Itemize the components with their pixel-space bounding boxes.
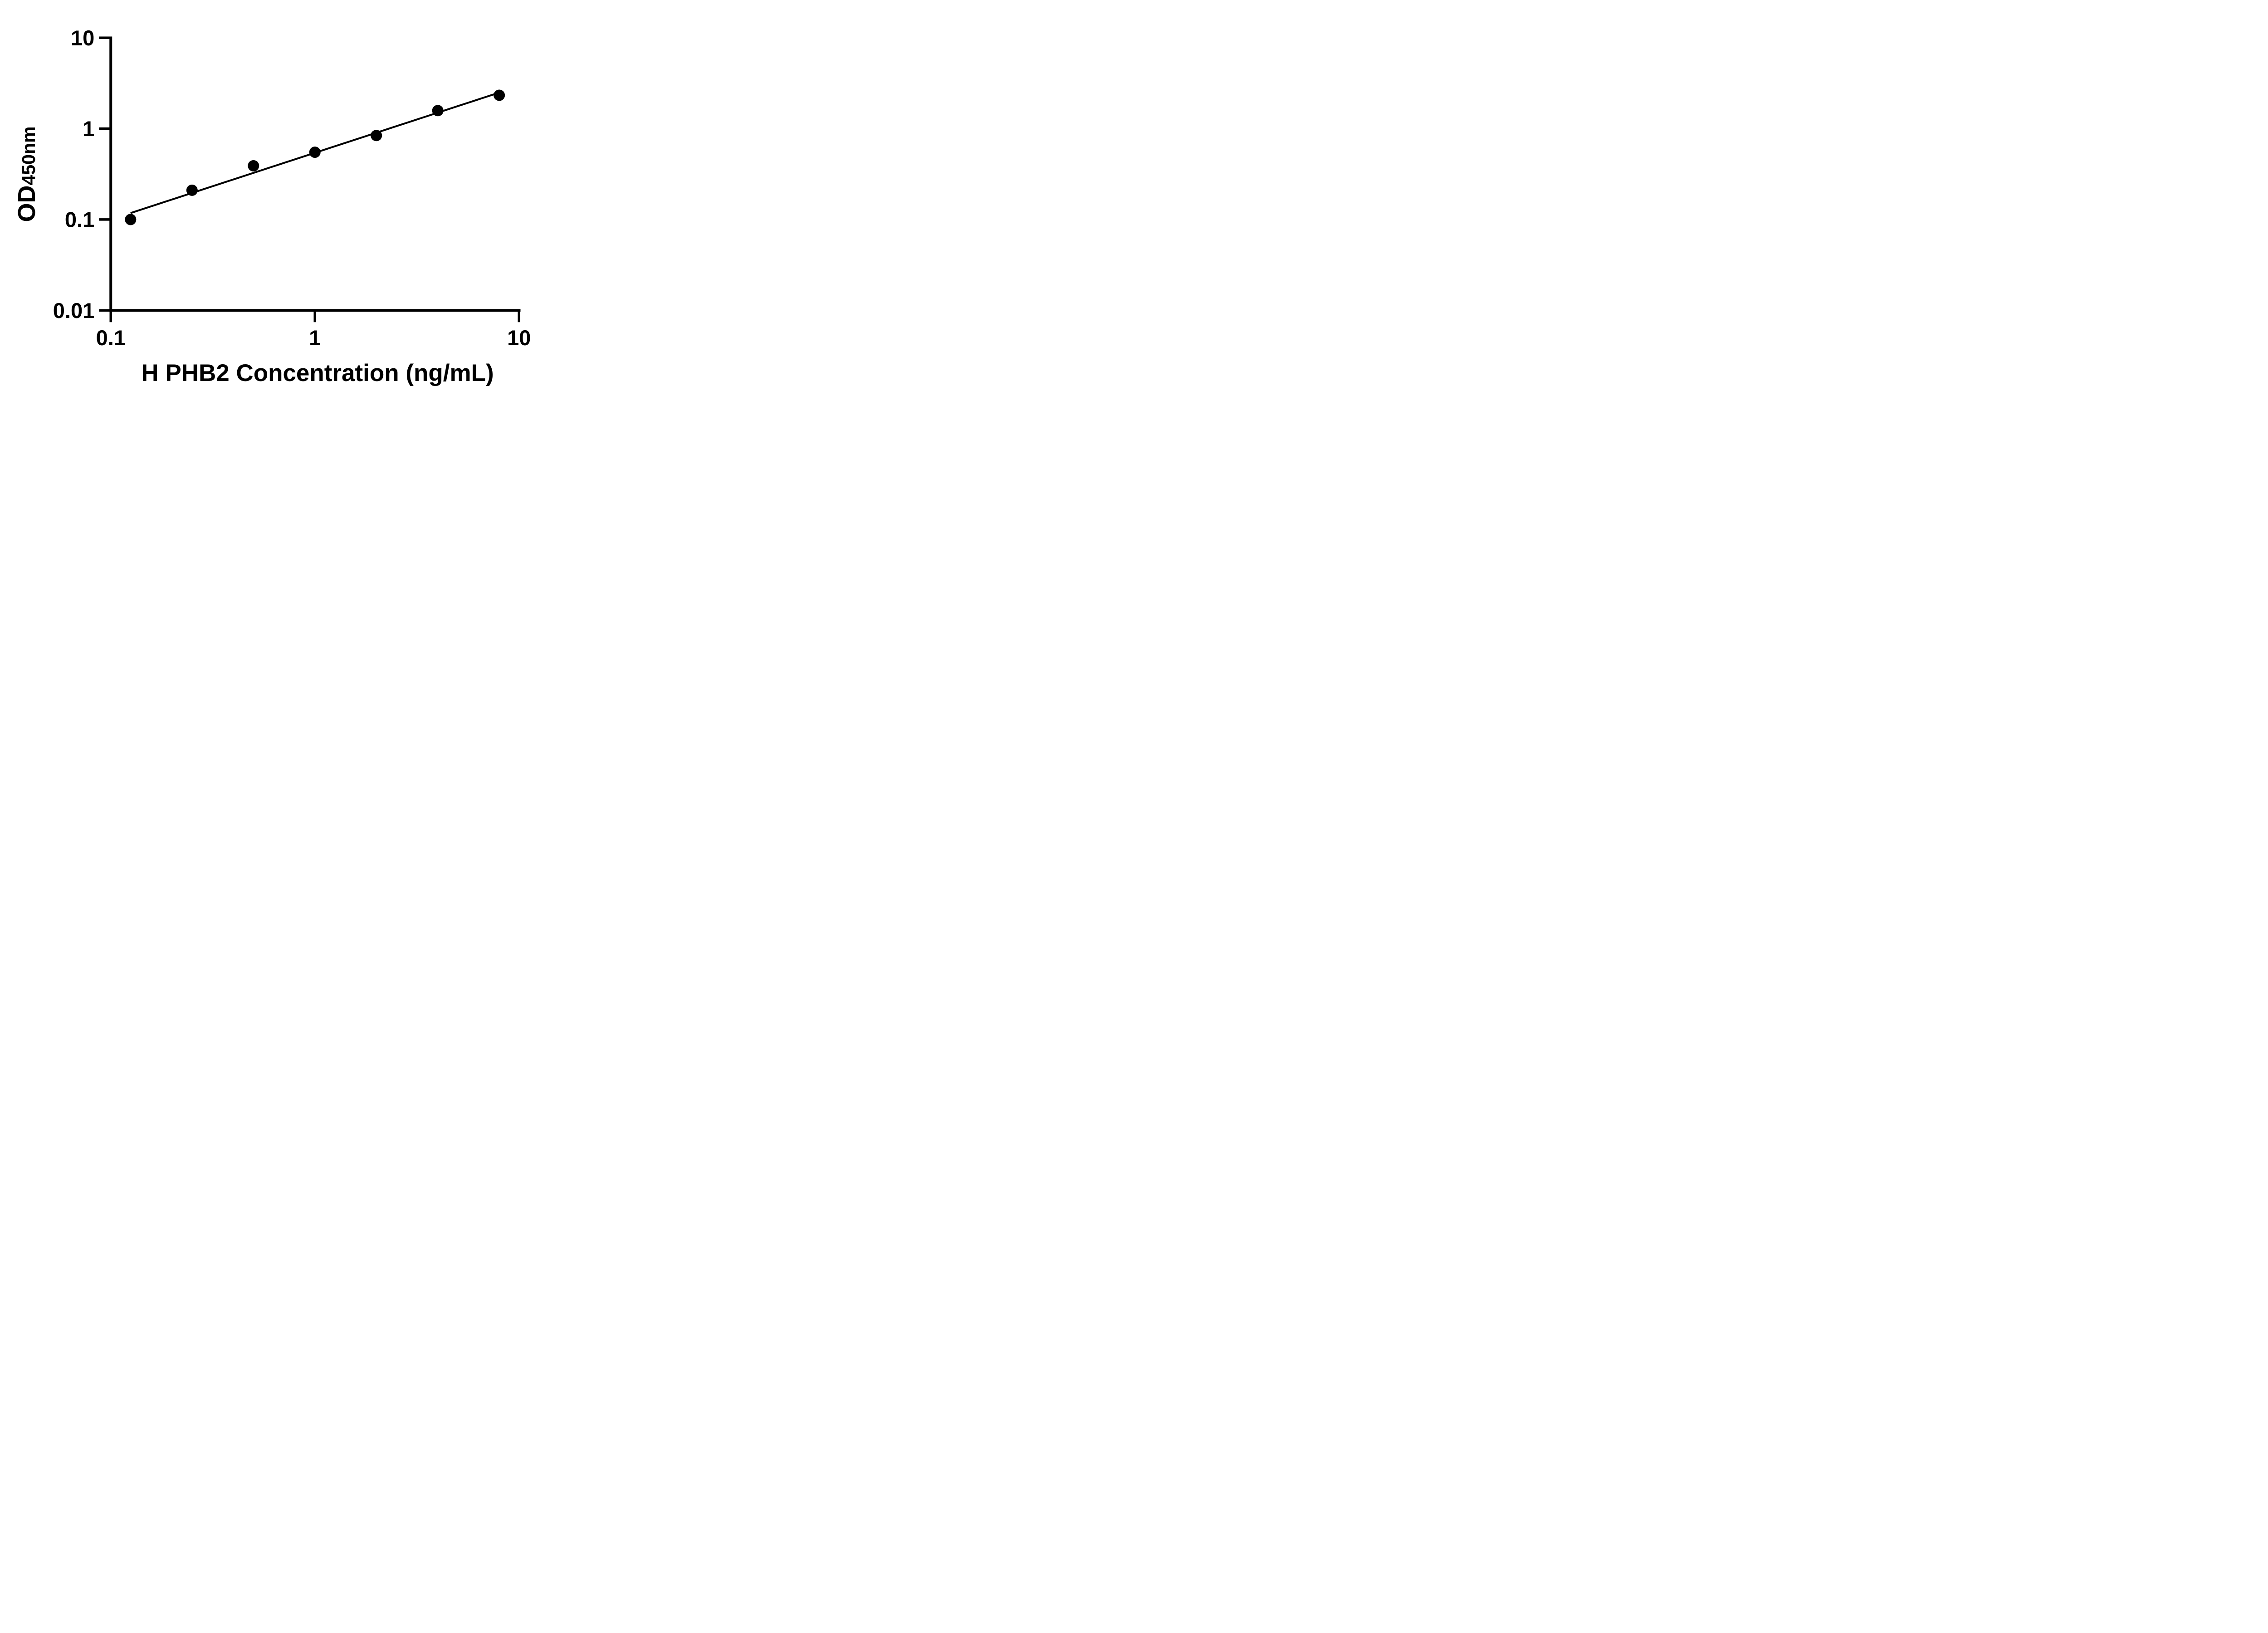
data-point [125,214,137,225]
y-tick-label: 1 [83,117,94,141]
x-tick-label: 10 [507,326,531,350]
x-tick-label: 0.1 [96,326,126,350]
data-point [309,147,321,158]
data-point [371,130,382,142]
data-point [186,184,198,196]
data-point [432,105,444,117]
elisa-standard-curve-figure: 10 1 0.1 0.01 0.1 1 10 H PHB2 Concentration (ng… [0,0,582,408]
x-tick-label: 1 [309,326,321,350]
y-tick-label: 0.01 [53,298,94,323]
y-tick-label: 10 [71,26,94,50]
y-axis-title: OD450nm [13,127,40,222]
y-tick-label: 0.1 [65,207,94,231]
data-point [248,160,259,172]
data-point [494,89,505,101]
y-axis-title-subscript: 450nm [18,127,39,186]
y-axis-title-main: OD [13,185,40,222]
x-axis-title: H PHB2 Concentration (ng/mL) [141,360,494,386]
